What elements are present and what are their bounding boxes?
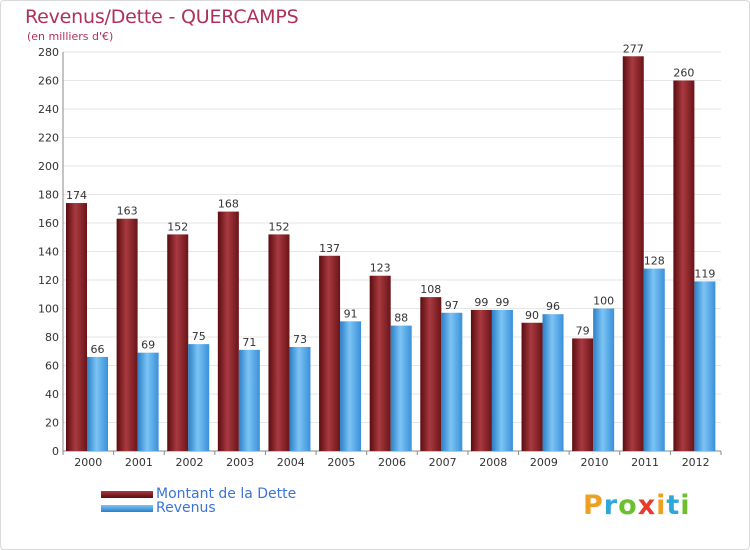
data-label-dette: 152 (268, 220, 289, 233)
x-tick-label: 2011 (631, 456, 659, 469)
legend-label-revenus: Revenus (156, 500, 216, 516)
x-tick-label: 2010 (580, 456, 608, 469)
logo-letter: P (583, 490, 604, 521)
y-tick-label: 20 (45, 417, 59, 430)
legend-swatch-dette (101, 490, 153, 498)
y-tick-label: 260 (38, 75, 59, 88)
data-label-revenus: 99 (495, 296, 509, 309)
bar-dette (268, 234, 290, 451)
data-label-revenus: 128 (644, 255, 665, 268)
data-label-revenus: 75 (192, 330, 206, 343)
bar-dette (622, 56, 644, 452)
data-label-dette: 152 (167, 220, 188, 233)
data-label-dette: 277 (623, 42, 644, 55)
bar-revenus (643, 268, 665, 451)
y-tick-label: 40 (45, 388, 59, 401)
data-label-dette: 99 (474, 296, 488, 309)
bar-revenus (694, 281, 716, 451)
y-tick-label: 180 (38, 189, 59, 202)
data-label-revenus: 91 (344, 307, 358, 320)
logo-letter: o (618, 490, 638, 521)
x-tick-label: 2004 (277, 456, 305, 469)
x-tick-label: 2006 (378, 456, 406, 469)
y-tick-label: 80 (45, 331, 59, 344)
y-tick-label: 240 (38, 103, 59, 116)
data-label-dette: 174 (66, 189, 87, 202)
bar-dette (167, 234, 189, 451)
data-label-revenus: 69 (141, 339, 155, 352)
bar-dette (673, 80, 695, 451)
data-label-dette: 260 (673, 67, 694, 80)
data-label-revenus: 97 (445, 299, 459, 312)
chart-title: Revenus/Dette - QUERCAMPS (25, 6, 299, 28)
logo-letter: t (666, 490, 681, 521)
y-tick-label: 100 (38, 303, 59, 316)
x-tick-label: 2012 (682, 456, 710, 469)
bar-revenus (188, 344, 210, 451)
data-label-dette: 108 (420, 283, 441, 296)
legend-swatch-revenus (101, 504, 153, 512)
legend-item-revenus: Revenus (101, 500, 296, 516)
bar-revenus (137, 352, 159, 451)
bar-revenus (441, 312, 463, 451)
legend-label-dette: Montant de la Dette (156, 486, 297, 502)
x-tick-label: 2000 (74, 456, 102, 469)
data-label-dette: 123 (370, 262, 391, 275)
x-tick-label: 2009 (530, 456, 558, 469)
data-label-revenus: 88 (394, 312, 408, 325)
legend-item-dette: Montant de la Dette (101, 486, 297, 502)
x-tick-label: 2002 (176, 456, 204, 469)
y-tick-label: 200 (38, 160, 59, 173)
x-tick-label: 2005 (327, 456, 355, 469)
bar-revenus (390, 325, 412, 451)
data-label-revenus: 73 (293, 333, 307, 346)
data-label-dette: 168 (218, 198, 239, 211)
bar-revenus (238, 349, 260, 451)
bar-dette (369, 275, 391, 451)
data-label-revenus: 66 (91, 343, 105, 356)
bar-dette (420, 297, 442, 451)
y-tick-label: 280 (38, 46, 59, 59)
data-label-dette: 90 (525, 309, 539, 322)
bar-dette (217, 211, 239, 451)
bar-revenus (87, 356, 108, 451)
data-label-revenus: 100 (593, 295, 614, 308)
bar-dette (319, 255, 341, 451)
x-tick-label: 2008 (479, 456, 507, 469)
y-tick-label: 60 (45, 360, 59, 373)
data-label-revenus: 96 (546, 300, 560, 313)
bar-dette (521, 322, 543, 451)
y-tick-label: 120 (38, 274, 59, 287)
data-label-dette: 79 (576, 324, 590, 337)
x-tick-label: 2001 (125, 456, 153, 469)
bar-revenus (340, 321, 362, 451)
y-tick-label: 220 (38, 132, 59, 145)
chart-subtitle: (en milliers d'€) (27, 30, 114, 43)
bar-dette (572, 338, 594, 451)
y-tick-label: 140 (38, 246, 59, 259)
bar-dette (116, 218, 138, 451)
data-label-revenus: 71 (242, 336, 256, 349)
logo-letter: x (637, 490, 657, 521)
logo-letter: i (680, 490, 691, 521)
bar-revenus (593, 308, 615, 451)
data-label-revenus: 119 (694, 267, 715, 280)
bar-revenus (491, 309, 513, 451)
bar-revenus (289, 346, 311, 451)
bar-dette (66, 203, 87, 451)
proxiti-logo: Proxiti (583, 490, 691, 521)
y-tick-label: 160 (38, 217, 59, 230)
y-tick-label: 0 (52, 445, 59, 458)
bar-dette (470, 309, 492, 451)
data-label-dette: 163 (117, 205, 138, 218)
x-tick-label: 2007 (429, 456, 457, 469)
logo-letter: i (656, 490, 667, 521)
bar-revenus (542, 314, 564, 451)
x-tick-label: 2003 (226, 456, 254, 469)
legend: Montant de la Dette Revenus (101, 486, 297, 516)
data-label-dette: 137 (319, 242, 340, 255)
logo-letter: r (603, 490, 619, 521)
